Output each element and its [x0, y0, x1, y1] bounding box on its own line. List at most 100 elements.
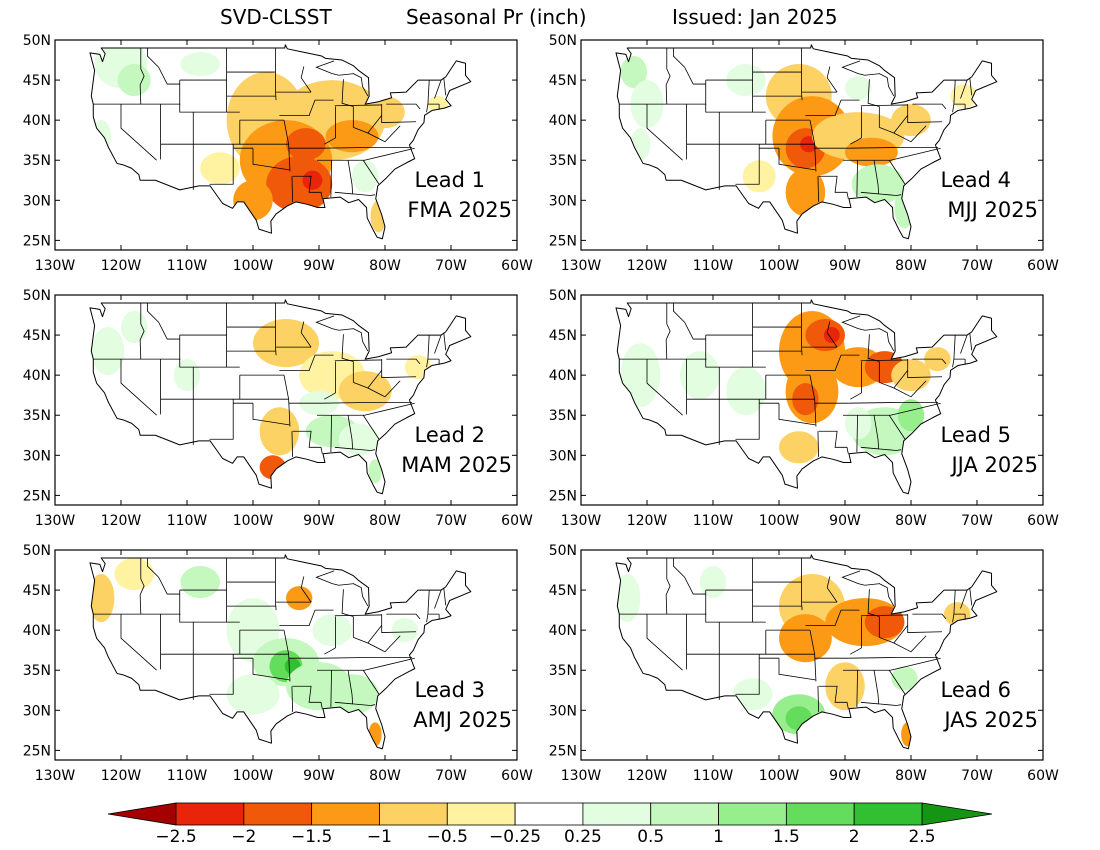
state-border — [146, 558, 180, 595]
state-border — [292, 430, 323, 454]
state-border — [367, 380, 401, 398]
state-border — [867, 334, 880, 362]
state-border — [841, 60, 881, 76]
anomaly-blob — [897, 399, 925, 432]
state-border — [817, 686, 819, 712]
state-border — [324, 616, 336, 655]
state-border — [841, 315, 881, 331]
y-tick-label: 40N — [549, 623, 577, 639]
x-tick-label: 80W — [369, 258, 401, 274]
state-border — [907, 614, 943, 633]
y-tick-label: 25N — [23, 233, 51, 249]
anomaly-blob — [286, 128, 326, 161]
x-tick-label: 60W — [501, 513, 533, 529]
state-border — [735, 654, 760, 695]
state-border — [843, 147, 941, 161]
state-border — [778, 403, 816, 426]
state-border — [912, 103, 947, 110]
colorbar-box — [175, 802, 245, 826]
x-tick-label: 90W — [829, 768, 861, 784]
x-tick-label: 110W — [693, 513, 734, 529]
map-frame — [580, 39, 1044, 251]
x-tick-label: 70W — [435, 768, 467, 784]
season-label: JAS 2025 — [942, 708, 1038, 732]
state-border — [275, 558, 277, 611]
state-border — [352, 703, 376, 706]
anomaly-blob — [200, 152, 240, 185]
state-border — [283, 375, 291, 427]
state-border — [252, 403, 290, 426]
map-frame — [580, 549, 1044, 761]
x-tick-label: 70W — [961, 513, 993, 529]
state-border — [179, 80, 240, 113]
anomaly-blob — [823, 327, 840, 344]
anomaly-blob — [891, 359, 931, 392]
state-border — [952, 359, 955, 368]
state-border — [317, 657, 415, 671]
state-border — [817, 431, 819, 457]
state-border — [426, 614, 429, 623]
colorbar-label: 1.5 — [773, 827, 800, 847]
colorbar-box — [785, 802, 855, 826]
state-border — [860, 359, 908, 362]
state-border — [324, 361, 336, 400]
state-border — [291, 176, 293, 202]
state-border — [834, 99, 860, 116]
state-border — [381, 359, 417, 378]
state-border — [386, 613, 421, 620]
colorbar-box — [243, 802, 313, 826]
state-border — [120, 614, 157, 671]
colorbar-box — [582, 802, 652, 826]
anomaly-blob — [286, 586, 313, 611]
state-border — [315, 315, 355, 331]
state-border — [801, 558, 803, 611]
state-border — [646, 104, 683, 161]
x-tick-label: 120W — [627, 513, 668, 529]
y-tick-label: 50N — [549, 288, 577, 304]
anomaly-blob — [312, 614, 353, 647]
state-border — [291, 686, 293, 712]
y-tick-label: 50N — [23, 288, 51, 304]
state-border — [317, 147, 415, 161]
colorbar-label: 1 — [713, 827, 724, 847]
anomaly-blob — [891, 666, 918, 691]
state-border — [308, 354, 334, 371]
state-border — [848, 402, 939, 404]
colorbar-arrow-right — [921, 802, 993, 826]
coastline — [615, 554, 998, 750]
state-border — [878, 448, 902, 451]
state-border — [283, 630, 291, 682]
state-border — [353, 73, 369, 97]
state-border — [443, 332, 447, 351]
state-border — [818, 430, 849, 454]
state-border — [646, 614, 683, 671]
y-tick-label: 40N — [549, 368, 577, 384]
state-border — [856, 415, 858, 453]
season-label: MJJ 2025 — [947, 198, 1038, 222]
x-tick-label: 80W — [895, 513, 927, 529]
state-border — [809, 120, 817, 172]
y-tick-label: 40N — [23, 623, 51, 639]
y-tick-label: 30N — [549, 703, 577, 719]
map-panel-2: 130W 120W 110W 100W 90W 80W 70W 60W 50N 45N 40N 35N… — [549, 33, 1059, 274]
y-tick-label: 35N — [23, 153, 51, 169]
colorbar-label: 0.5 — [637, 827, 664, 847]
state-border — [879, 73, 895, 97]
state-border — [969, 332, 973, 351]
state-border — [818, 175, 849, 199]
state-border — [841, 570, 881, 586]
anomaly-blob — [302, 170, 323, 190]
x-tick-label: 120W — [627, 768, 668, 784]
state-border — [705, 335, 766, 368]
state-border — [146, 303, 180, 340]
x-tick-label: 120W — [627, 258, 668, 274]
state-border — [705, 80, 766, 113]
state-border — [179, 590, 240, 623]
colorbar-label: −0.5 — [427, 827, 468, 847]
state-border — [139, 558, 145, 615]
x-tick-label: 130W — [35, 768, 76, 784]
state-border — [341, 334, 354, 362]
x-tick-label: 130W — [561, 513, 602, 529]
x-tick-label: 60W — [501, 258, 533, 274]
state-border — [300, 321, 312, 348]
